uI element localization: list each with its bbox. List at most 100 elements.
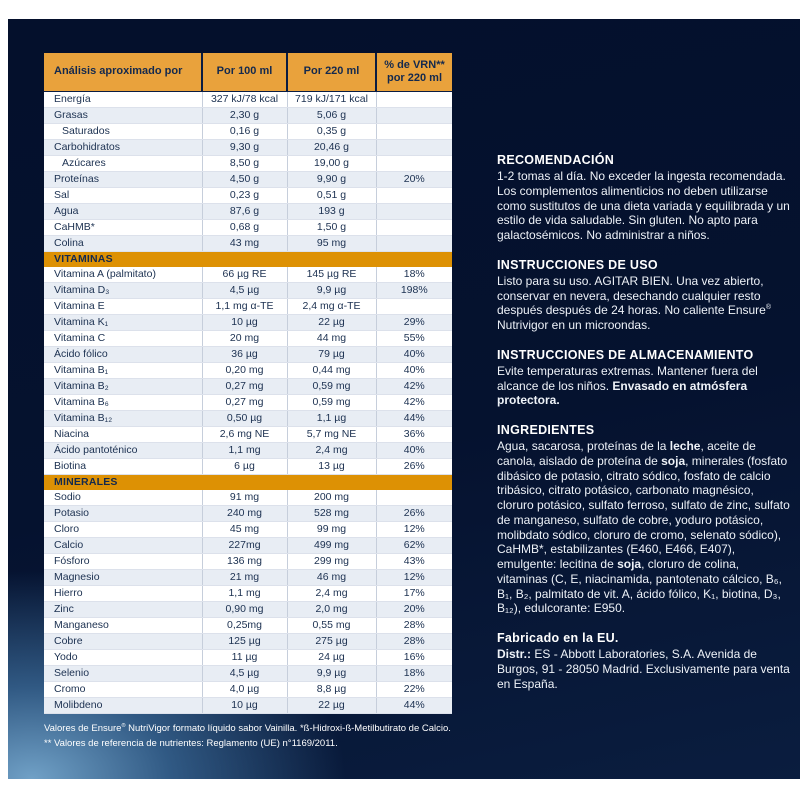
value-per-100ml: 125 µg	[201, 633, 287, 650]
value-vrn-percent	[375, 139, 452, 156]
value-per-100ml: 4,0 µg	[201, 681, 287, 698]
value-per-100ml: 6 µg	[201, 458, 287, 475]
value-vrn-percent	[375, 298, 452, 315]
value-vrn-percent	[375, 219, 452, 236]
value-per-100ml: 1,1 mg	[201, 585, 287, 602]
value-per-100ml: 20 mg	[201, 330, 287, 347]
value-per-220ml: 13 µg	[286, 458, 376, 475]
value-vrn-percent: 36%	[375, 426, 452, 443]
value-vrn-percent: 12%	[375, 521, 452, 538]
value-per-220ml: 5,06 g	[286, 107, 376, 124]
info-section-heading: Fabricado en la EU.	[497, 631, 619, 645]
value-vrn-percent	[375, 203, 452, 220]
nutrient-label: Vitamina D₃	[44, 282, 202, 299]
value-per-220ml: 9,90 g	[286, 171, 376, 188]
table-row: Vitamina B₂ 0,27 mg 0,59 mg 42%	[44, 378, 452, 395]
value-vrn-percent: 44%	[375, 697, 452, 714]
table-row: Yodo 11 µg 24 µg 16%	[44, 649, 452, 666]
table-row: Sodio 91 mg 200 mg	[44, 490, 452, 506]
section-header-row: VITAMINAS	[44, 251, 452, 267]
table-row: Fósforo 136 mg 299 mg 43%	[44, 553, 452, 570]
table-row: Vitamina B₁₂ 0,50 µg 1,1 µg 44%	[44, 410, 452, 427]
section-title: MINERALES	[44, 474, 452, 490]
value-per-220ml: 9,9 µg	[286, 665, 376, 682]
value-vrn-percent: 43%	[375, 553, 452, 570]
value-vrn-percent: 29%	[375, 314, 452, 331]
value-per-100ml: 43 mg	[201, 235, 287, 252]
nutrient-label: Cobre	[44, 633, 202, 650]
value-per-100ml: 0,68 g	[201, 219, 287, 236]
value-per-100ml: 0,90 mg	[201, 601, 287, 618]
nutrient-label: Vitamina A (palmitato)	[44, 267, 202, 283]
footnote-line: Valores de Ensure® NutriVigor formato lí…	[44, 722, 451, 734]
nutrient-label: Cloro	[44, 521, 202, 538]
nutrient-label: Azúcares	[44, 155, 202, 172]
value-per-220ml: 2,4 mg	[286, 585, 376, 602]
value-per-100ml: 10 µg	[201, 314, 287, 331]
nutrient-label: Agua	[44, 203, 202, 220]
table-row: Vitamina A (palmitato) 66 µg RE 145 µg RE 1…	[44, 267, 452, 283]
nutrient-label: Cromo	[44, 681, 202, 698]
nutrient-label: Vitamina K₁	[44, 314, 202, 331]
value-vrn-percent: 40%	[375, 346, 452, 363]
table-row: Cobre 125 µg 275 µg 28%	[44, 633, 452, 650]
value-vrn-percent	[375, 155, 452, 172]
nutrient-label: Grasas	[44, 107, 202, 124]
table-row: Carbohidratos 9,30 g 20,46 g	[44, 139, 452, 156]
nutrient-label: Yodo	[44, 649, 202, 666]
value-vrn-percent: 55%	[375, 330, 452, 347]
value-per-220ml: 8,8 µg	[286, 681, 376, 698]
table-row: Vitamina E 1,1 mg α-TE 2,4 mg α-TE	[44, 298, 452, 315]
column-header-analysis: Análisis aproximado por	[44, 53, 202, 92]
table-row: Manganeso 0,25mg 0,55 mg 28%	[44, 617, 452, 634]
nutrient-label: Ácido pantoténico	[44, 442, 202, 459]
table-row: Cromo 4,0 µg 8,8 µg 22%	[44, 681, 452, 698]
table-row: Zinc 0,90 mg 2,0 mg 20%	[44, 601, 452, 618]
nutrient-label: Manganeso	[44, 617, 202, 634]
info-section-heading: RECOMENDACIÓN	[497, 153, 615, 167]
nutrient-label: Vitamina C	[44, 330, 202, 347]
value-vrn-percent: 42%	[375, 394, 452, 411]
table-row: Sal 0,23 g 0,51 g	[44, 187, 452, 204]
nutrient-label: Sal	[44, 187, 202, 204]
info-section-body: Agua, sacarosa, proteínas de la leche, a…	[497, 439, 790, 616]
footnote-line: ** Valores de referencia de nutrientes: …	[44, 738, 338, 750]
value-per-220ml: 2,4 mg	[286, 442, 376, 459]
value-vrn-percent	[375, 490, 452, 506]
table-row: Biotina 6 µg 13 µg 26%	[44, 458, 452, 475]
table-row: Ácido fólico 36 µg 79 µg 40%	[44, 346, 452, 363]
info-section-heading: INSTRUCCIONES DE ALMACENAMIENTO	[497, 347, 754, 362]
nutrient-label: Molibdeno	[44, 697, 202, 714]
value-per-220ml: 22 µg	[286, 314, 376, 331]
value-per-220ml: 200 mg	[286, 490, 376, 506]
table-row: Vitamina C 20 mg 44 mg 55%	[44, 330, 452, 347]
value-per-220ml: 9,9 µg	[286, 282, 376, 299]
value-per-100ml: 0,50 µg	[201, 410, 287, 427]
table-row: Saturados 0,16 g 0,35 g	[44, 123, 452, 140]
nutrient-label: Vitamina B₂	[44, 378, 202, 395]
table-row: Colina 43 mg 95 mg	[44, 235, 452, 252]
info-section-body: Evite temperaturas extremas. Mantener fu…	[497, 363, 758, 408]
value-per-220ml: 193 g	[286, 203, 376, 220]
value-per-220ml: 24 µg	[286, 649, 376, 666]
value-per-100ml: 66 µg RE	[201, 267, 287, 283]
value-per-220ml: 95 mg	[286, 235, 376, 252]
value-per-220ml: 79 µg	[286, 346, 376, 363]
value-per-100ml: 0,25mg	[201, 617, 287, 634]
value-per-220ml: 0,59 mg	[286, 394, 376, 411]
column-header-per-100ml: Por 100 ml	[201, 53, 287, 92]
value-per-100ml: 0,27 mg	[201, 394, 287, 411]
value-per-220ml: 46 mg	[286, 569, 376, 586]
value-vrn-percent: 42%	[375, 378, 452, 395]
value-per-220ml: 1,1 µg	[286, 410, 376, 427]
info-section-heading: INGREDIENTES	[497, 423, 595, 437]
value-vrn-percent: 28%	[375, 633, 452, 650]
table-row: Energía 327 kJ/78 kcal 719 kJ/171 kcal	[44, 91, 452, 108]
nutrient-label: CaHMB*	[44, 219, 202, 236]
label-panel: Análisis aproximado por Por 100 ml Por 2…	[8, 19, 800, 779]
info-section-body: Distr.: ES - Abbott Laboratories, S.A. A…	[497, 647, 790, 691]
value-per-100ml: 8,50 g	[201, 155, 287, 172]
value-per-220ml: 0,35 g	[286, 123, 376, 140]
table-row: Grasas 2,30 g 5,06 g	[44, 107, 452, 124]
